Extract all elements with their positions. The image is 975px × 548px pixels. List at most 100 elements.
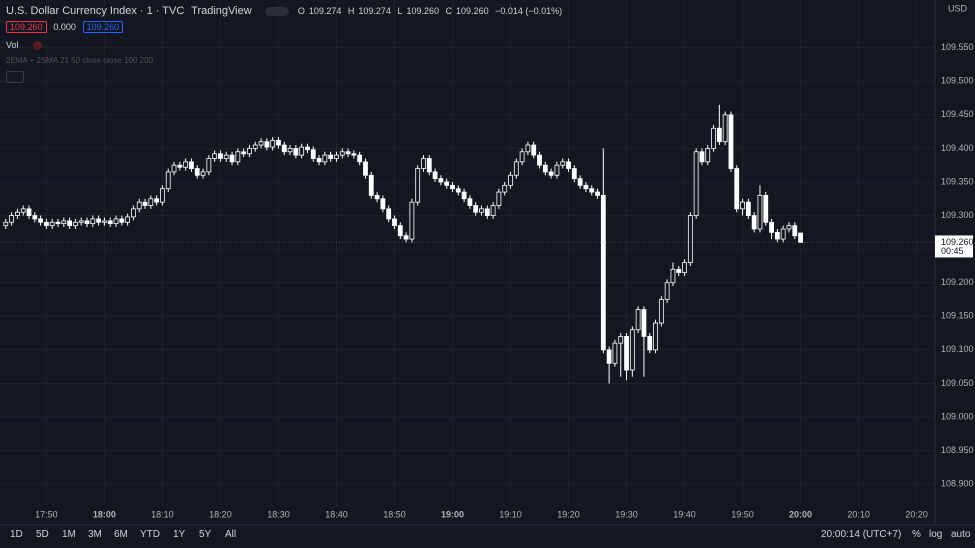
candle-body <box>38 218 44 223</box>
range-button[interactable]: YTD <box>140 529 160 540</box>
candle-body <box>55 221 61 225</box>
scale-option[interactable]: log <box>929 529 943 540</box>
candle-body <box>102 220 107 223</box>
candle-body <box>734 168 740 210</box>
candle-body <box>751 215 757 230</box>
candle-body <box>316 158 322 163</box>
candle-body <box>200 171 206 176</box>
y-tick-label: 108.900 <box>941 479 974 489</box>
candle-body <box>374 195 380 200</box>
candle-body <box>676 268 682 274</box>
candle-body <box>571 168 577 180</box>
x-tick-label: 19:30 <box>615 509 638 519</box>
candle-body <box>310 149 316 159</box>
quote-row: 109.260 0.000 109.260 <box>6 21 127 33</box>
candle-body <box>606 349 612 364</box>
candle-body <box>716 127 722 143</box>
candle-body <box>780 228 786 240</box>
candle-body <box>397 225 403 237</box>
candle-body <box>32 215 38 220</box>
range-button[interactable]: 3M <box>88 529 102 540</box>
candle-body <box>450 184 455 190</box>
candle-body <box>345 151 351 155</box>
vol-label: Vol <box>6 40 19 50</box>
candle-body <box>600 195 606 351</box>
scale-option[interactable]: auto <box>951 529 971 540</box>
x-tick-label: 18:20 <box>209 509 232 519</box>
range-button[interactable]: 1M <box>62 529 76 540</box>
candle-body <box>281 144 287 153</box>
candle-body <box>496 191 502 206</box>
candle-body <box>421 158 426 169</box>
candle-body <box>618 336 624 344</box>
y-tick-label: 109.450 <box>941 109 974 119</box>
candle-body <box>299 146 305 156</box>
candle-body <box>519 151 525 163</box>
candle-body <box>687 215 693 263</box>
c-value: 109.260 <box>456 6 489 16</box>
x-tick-label: 17:50 <box>35 509 58 519</box>
status-icon[interactable] <box>264 6 289 16</box>
range-button[interactable]: All <box>225 529 237 540</box>
change: −0.014 (−0.01%) <box>495 6 563 16</box>
range-button[interactable]: 1D <box>10 529 23 540</box>
candle-body <box>426 158 432 173</box>
candle-body <box>131 208 136 218</box>
x-tick-label: 19:10 <box>499 509 522 519</box>
candle-body <box>206 158 212 173</box>
ask[interactable]: 109.260 <box>82 21 124 33</box>
candle-body <box>15 211 20 216</box>
candle-body <box>444 181 450 186</box>
candle-body <box>194 168 200 176</box>
symbol: U.S. Dollar Currency Index · 1 · TVC <box>6 5 185 17</box>
c-label: C <box>445 6 453 16</box>
candle-body <box>96 218 102 223</box>
candle-body <box>432 171 438 180</box>
x-tick-label: 19:40 <box>673 509 696 519</box>
candle-body <box>183 161 189 168</box>
candle-body <box>693 151 699 216</box>
candle-body <box>467 198 473 206</box>
candle-body <box>438 178 444 183</box>
range-button[interactable]: 1Y <box>173 529 186 540</box>
candle-body <box>49 221 55 227</box>
candle-body <box>218 153 223 159</box>
candle-body <box>722 114 728 143</box>
candle-body <box>78 220 84 223</box>
candle-body <box>699 151 705 163</box>
candle-body <box>148 198 154 206</box>
y-tick-label: 108.950 <box>941 445 974 455</box>
candle-body <box>473 205 479 213</box>
collapse-button[interactable] <box>6 71 24 83</box>
candle-body <box>368 174 374 196</box>
indicator[interactable]: 2EMA + 2SMA 21 50 close close 100 200 <box>6 56 153 65</box>
range-button[interactable]: 5Y <box>199 529 212 540</box>
candle-body <box>513 161 519 176</box>
range-button[interactable]: 6M <box>114 529 128 540</box>
candle-body <box>305 146 310 151</box>
o-value: 109.274 <box>308 6 342 16</box>
y-tick-label: 109.300 <box>941 210 974 220</box>
bid[interactable]: 109.260 <box>6 21 47 33</box>
candle-body <box>270 139 276 148</box>
candle-body <box>334 154 339 159</box>
candle-body <box>189 161 194 169</box>
l-value: 109.260 <box>406 6 440 16</box>
candle-body <box>415 168 421 203</box>
x-tick-label: 20:10 <box>847 509 870 519</box>
candle-body <box>583 184 589 190</box>
h-label: H <box>347 6 355 16</box>
warning-icon[interactable] <box>32 41 42 51</box>
candle-body <box>26 208 32 216</box>
x-tick-label: 18:30 <box>267 509 290 519</box>
candle-body <box>629 329 635 371</box>
candle-body <box>3 221 9 227</box>
range-button[interactable]: 5D <box>36 529 49 540</box>
y-tick-label: 109.500 <box>941 76 974 86</box>
candle-body <box>44 221 49 227</box>
candle-body <box>403 235 409 240</box>
candle-body <box>612 342 618 364</box>
currency: USD <box>948 3 968 13</box>
y-tick-label: 109.150 <box>941 311 974 321</box>
scale-option[interactable]: % <box>912 529 921 540</box>
